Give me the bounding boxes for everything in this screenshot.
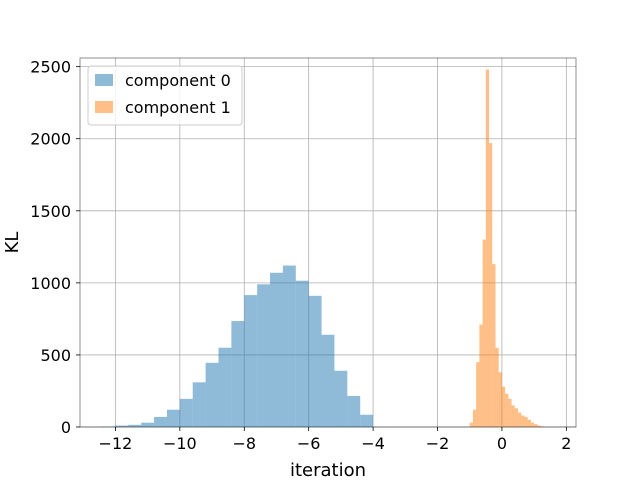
histogram-bar [502, 387, 505, 427]
histogram-bar [270, 273, 283, 427]
x-axis-label: iteration [290, 460, 366, 480]
histogram-bar [360, 415, 373, 427]
y-tick-label: 500 [40, 346, 71, 365]
histogram-bar [470, 423, 473, 427]
histogram-bar [193, 382, 206, 427]
legend-label-component-0: component 0 [125, 71, 231, 90]
histogram-bar [244, 295, 257, 427]
y-tick-label: 1500 [30, 202, 71, 221]
legend-label-component-1: component 1 [125, 98, 231, 117]
x-tick-label: 2 [561, 434, 571, 453]
x-tick-label: −6 [297, 434, 321, 453]
y-tick-label: 0 [61, 418, 71, 437]
histogram-bar [521, 415, 524, 427]
histogram-bar [322, 335, 335, 427]
histogram-bar [515, 408, 518, 427]
x-tick-label: −12 [99, 434, 133, 453]
legend: component 0 component 1 [88, 66, 242, 125]
histogram-bar [231, 321, 244, 427]
y-tick-label: 1000 [30, 274, 71, 293]
histogram-bar [486, 70, 489, 427]
histogram-bar [141, 423, 154, 427]
legend-swatch-component-1 [95, 101, 113, 113]
histogram-bar [218, 348, 231, 427]
histogram-bar [334, 371, 347, 427]
x-tick-label: −8 [232, 434, 256, 453]
legend-swatch-component-0 [95, 74, 113, 86]
histogram-bar [476, 362, 479, 427]
histogram-bar [531, 423, 534, 427]
histogram-bar [479, 325, 482, 427]
histogram-bar [492, 264, 495, 427]
histogram-bar [347, 396, 360, 427]
histogram-bar [483, 240, 486, 427]
histogram-bar [473, 410, 476, 427]
histogram-bar [167, 410, 180, 427]
histogram-bar [489, 143, 492, 427]
histogram-bar [512, 405, 515, 427]
histogram-bar [518, 413, 521, 427]
histogram-bar [534, 424, 537, 427]
histogram-bar [257, 284, 270, 427]
histogram-bar [309, 296, 322, 427]
x-tick-label: −2 [426, 434, 450, 453]
histogram-bar [528, 420, 531, 427]
y-tick-label: 2000 [30, 130, 71, 149]
y-axis-label: KL [2, 232, 23, 254]
histogram-bar [505, 394, 508, 427]
histogram-bar [154, 417, 167, 427]
histogram-bar [499, 372, 502, 427]
x-tick-label: −4 [361, 434, 385, 453]
histogram-bar [180, 399, 193, 427]
x-tick-label: 0 [497, 434, 507, 453]
histogram-bar [524, 417, 527, 427]
histogram-bar [495, 348, 498, 427]
histogram-bar [283, 266, 296, 427]
histogram-bar [206, 363, 219, 427]
histogram-bar [296, 281, 309, 427]
histogram-bar [508, 399, 511, 427]
y-tick-label: 2500 [30, 58, 71, 77]
x-tick-label: −10 [163, 434, 197, 453]
